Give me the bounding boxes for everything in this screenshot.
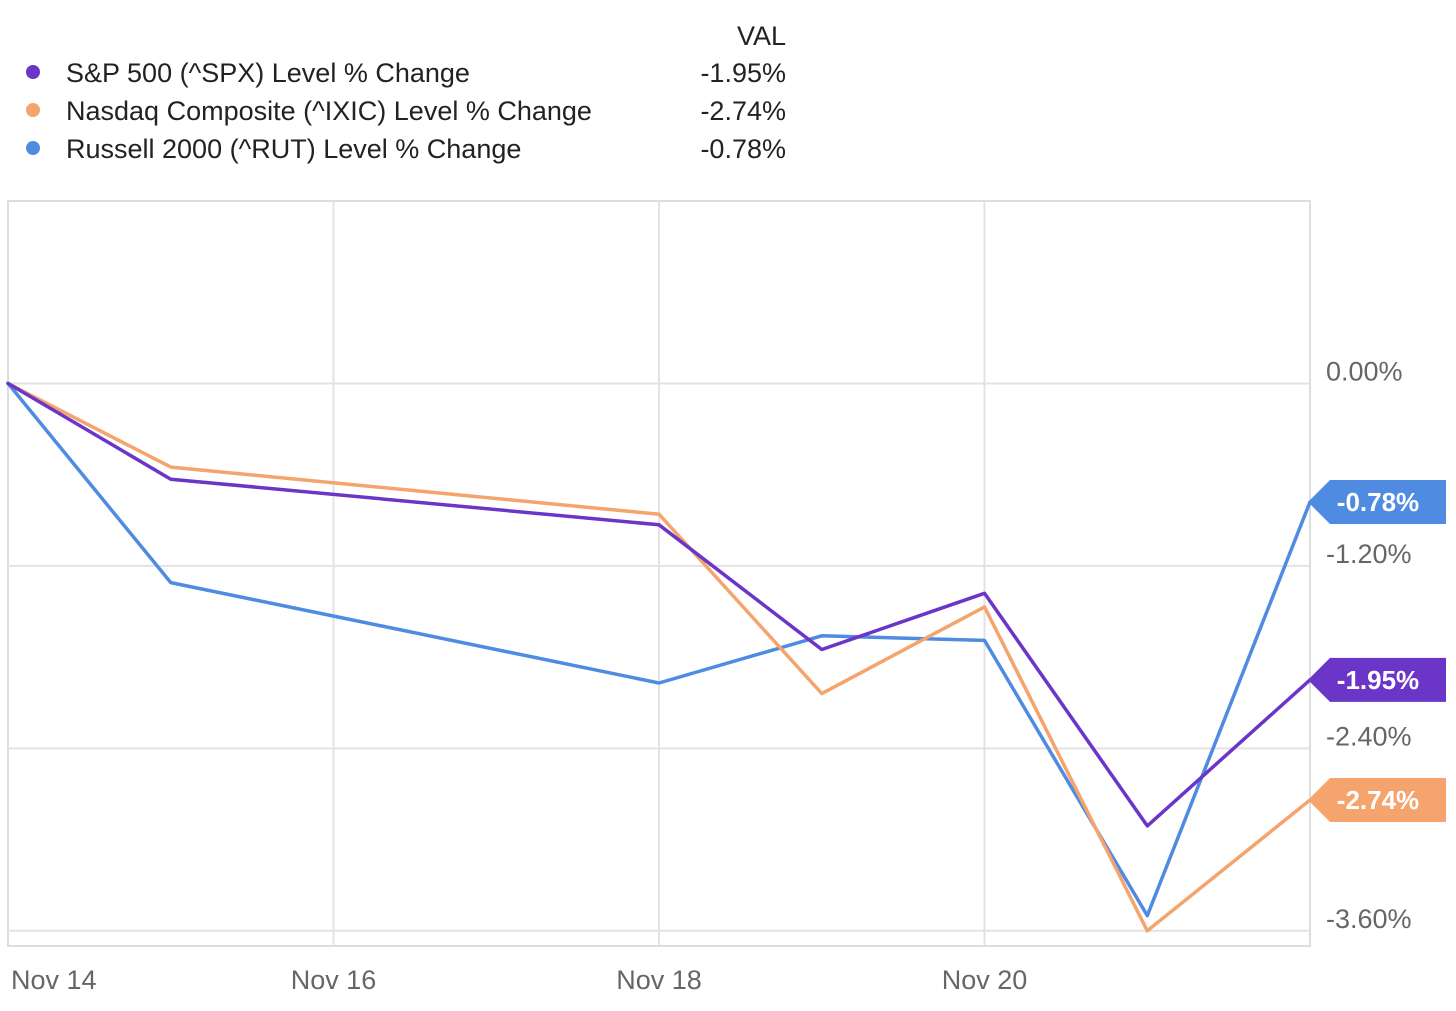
end-value-label: -2.74% xyxy=(1337,785,1419,815)
legend-value-header: VAL xyxy=(737,21,786,51)
legend-label: Russell 2000 (^RUT) Level % Change xyxy=(66,134,521,164)
y-tick-label: -3.60% xyxy=(1326,904,1412,934)
end-value-badges: -1.95% -2.74% -0.78% xyxy=(1308,480,1446,823)
y-axis: 0.00% -1.20% -2.40% -3.60% xyxy=(1326,356,1412,933)
x-tick-label: Nov 18 xyxy=(616,965,702,995)
legend-label: S&P 500 (^SPX) Level % Change xyxy=(66,58,470,88)
y-tick-label: -2.40% xyxy=(1326,721,1412,751)
legend-marker xyxy=(26,141,40,155)
plot-area xyxy=(6,200,1312,947)
series-line xyxy=(6,381,1312,918)
legend-marker xyxy=(26,65,40,79)
legend: VAL S&P 500 (^SPX) Level % Change -1.95% N… xyxy=(26,21,786,164)
legend-marker xyxy=(26,103,40,117)
series-line xyxy=(6,381,1312,933)
x-tick-label: Nov 16 xyxy=(291,965,377,995)
x-tick-label: Nov 14 xyxy=(11,965,97,995)
gridlines xyxy=(8,201,1310,946)
end-value-badge xyxy=(1308,778,1446,823)
y-tick-label: 0.00% xyxy=(1326,356,1403,386)
end-value-badge xyxy=(1308,480,1446,525)
series-line xyxy=(6,381,1312,828)
end-value-label: -1.95% xyxy=(1337,665,1419,695)
legend-value: -1.95% xyxy=(700,58,786,88)
legend-value: -2.74% xyxy=(700,96,786,126)
end-value-label: -0.78% xyxy=(1337,487,1419,517)
x-tick-label: Nov 20 xyxy=(942,965,1028,995)
y-tick-label: -1.20% xyxy=(1326,539,1412,569)
x-axis: Nov 14 Nov 16 Nov 18 Nov 20 xyxy=(11,965,1027,995)
series-lines xyxy=(6,381,1312,933)
legend-value: -0.78% xyxy=(700,134,786,164)
legend-label: Nasdaq Composite (^IXIC) Level % Change xyxy=(66,96,592,126)
end-value-badge xyxy=(1308,657,1446,702)
